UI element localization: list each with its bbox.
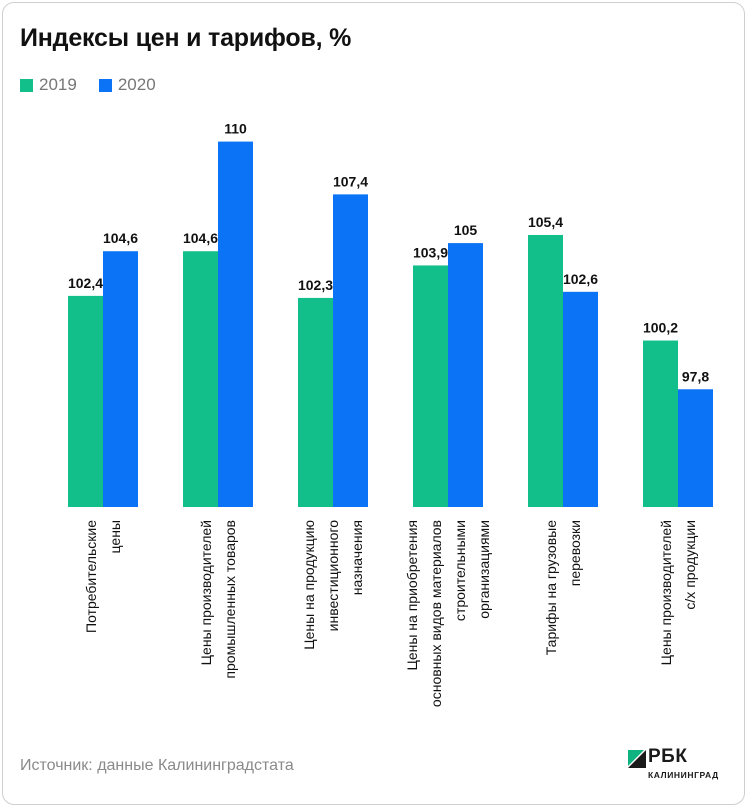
bar-2020-6 — [678, 389, 713, 507]
legend-label-2019: 2019 — [39, 75, 77, 94]
category-label-2-line-1: Цены производителей — [198, 520, 214, 665]
category-label-3-line-2: инвестиционного — [325, 520, 341, 632]
chart-legend: 2019 2020 — [20, 75, 178, 95]
data-label-2019-2: 104,6 — [183, 230, 218, 246]
bar-2019-5 — [528, 234, 563, 508]
category-label-2-line-2: промышленных товаров — [222, 520, 238, 679]
bar-2019-4 — [413, 265, 448, 507]
category-label-3-line-1: Цены на продукцию — [301, 520, 317, 650]
rbc-logo-icon — [628, 750, 646, 768]
category-label-6-line-2: с/х продукции — [682, 520, 698, 610]
bar-2019-2 — [183, 251, 218, 507]
bar-2020-5 — [563, 291, 598, 507]
data-label-2020-1: 104,6 — [103, 230, 138, 246]
data-label-2019-4: 103,9 — [413, 244, 448, 260]
data-label-2019-3: 102,3 — [298, 277, 333, 293]
data-label-2020-2: 110 — [224, 121, 247, 137]
bar-2020-1 — [103, 251, 138, 507]
bar-2019-1 — [68, 295, 103, 507]
category-label-5-line-1: Тарифы на грузовые — [543, 520, 559, 655]
legend-swatch-2019 — [20, 78, 33, 92]
category-label-4-line-2: основных видов материалов — [428, 520, 444, 707]
legend-label-2020: 2020 — [117, 75, 156, 94]
category-label-4-line-4: организациями — [476, 520, 492, 619]
category-label-3-line-3: назначения — [349, 520, 365, 595]
source-note: Источник: данные Калининградстата — [20, 757, 294, 774]
category-label-1-line-2: цены — [107, 520, 123, 553]
logo-subtitle: КАЛИНИНГРАД — [648, 770, 719, 780]
data-label-2020-3: 107,4 — [333, 173, 368, 189]
data-label-2019-5: 105,4 — [528, 214, 563, 230]
data-label-2020-5: 102,6 — [563, 271, 598, 287]
bar-2020-4 — [448, 243, 483, 507]
category-label-4-line-1: Цены на приобретения — [404, 520, 420, 671]
chart-title: Индексы цен и тарифов, % — [20, 24, 352, 52]
data-label-2019-6: 100,2 — [643, 320, 678, 336]
category-label-6-line-1: Цены производителей — [658, 520, 674, 665]
legend-item-2020: 2020 — [98, 75, 156, 95]
category-label-4-line-3: строительными — [452, 520, 468, 621]
legend-item-2019: 2019 — [20, 75, 77, 95]
data-label-2020-4: 105 — [454, 222, 478, 238]
category-label-5-line-2: перевозки — [567, 520, 583, 586]
data-label-2020-6: 97,8 — [682, 368, 709, 384]
bar-2020-2 — [218, 141, 253, 507]
data-label-2019-1: 102,4 — [68, 275, 103, 291]
legend-swatch-2020 — [98, 78, 112, 92]
rbc-logo: РБК КАЛИНИНГРАД — [628, 746, 738, 784]
category-label-1-line-1: Потребительские — [83, 520, 99, 633]
logo-name: РБК — [648, 746, 688, 767]
bar-2020-3 — [333, 194, 368, 507]
bar-2019-6 — [643, 340, 678, 507]
bar-2019-3 — [298, 297, 333, 507]
